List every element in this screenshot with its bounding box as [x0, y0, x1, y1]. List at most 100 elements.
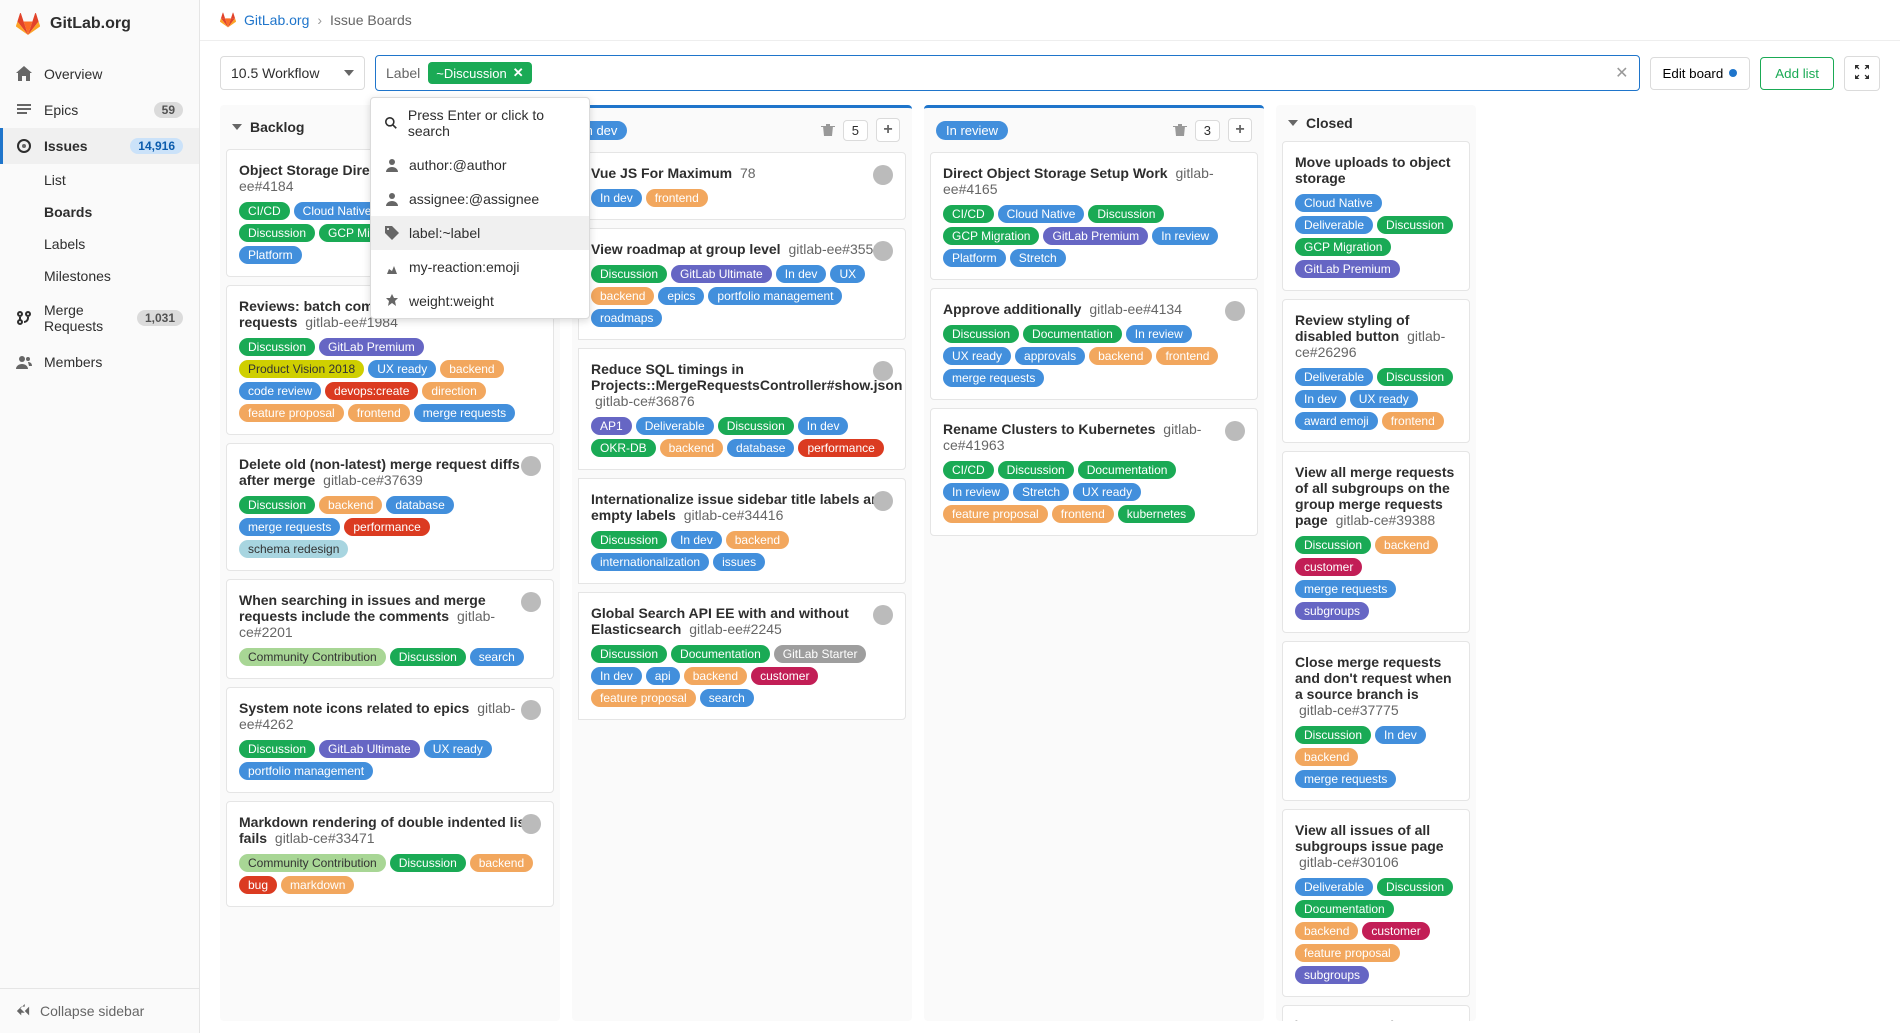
- issue-label[interactable]: backend: [470, 854, 533, 872]
- collapse-sidebar-button[interactable]: Collapse sidebar: [0, 988, 199, 1033]
- issue-label[interactable]: UX ready: [368, 360, 436, 378]
- issue-label[interactable]: frontend: [348, 404, 410, 422]
- issue-card[interactable]: Internationalize issue sidebar title lab…: [578, 478, 906, 584]
- trash-icon[interactable]: [821, 123, 835, 137]
- edit-board-button[interactable]: Edit board: [1650, 57, 1751, 90]
- issue-label[interactable]: backend: [1089, 347, 1152, 365]
- dropdown-item-assignee[interactable]: assignee:@assignee: [371, 182, 589, 216]
- issue-label[interactable]: UX: [830, 265, 865, 283]
- issue-label[interactable]: Discussion: [239, 740, 315, 758]
- issue-label[interactable]: customer: [751, 667, 818, 685]
- issue-label[interactable]: Discussion: [1377, 216, 1453, 234]
- issue-label[interactable]: backend: [1375, 536, 1438, 554]
- sidebar-subitem-milestones[interactable]: Milestones: [44, 260, 199, 292]
- issue-label[interactable]: Documentation: [1023, 325, 1122, 343]
- dropdown-search-hint[interactable]: Press Enter or click to search: [371, 98, 589, 148]
- issue-card[interactable]: When searching in issues and merge reque…: [226, 579, 554, 679]
- issue-card[interactable]: View all merge requests of all subgroups…: [1282, 451, 1470, 633]
- issue-label[interactable]: Community Contribution: [239, 648, 386, 666]
- issue-card[interactable]: Rename Clusters to Kubernetes gitlab-ce#…: [930, 408, 1258, 536]
- issue-label[interactable]: issues: [713, 553, 765, 571]
- issue-label[interactable]: backend: [440, 360, 503, 378]
- issue-label[interactable]: Community Contribution: [239, 854, 386, 872]
- issue-label[interactable]: CI/CD: [239, 202, 290, 220]
- issue-label[interactable]: GCP Migration: [1295, 238, 1391, 256]
- issue-label[interactable]: In dev: [591, 189, 642, 207]
- issue-label[interactable]: internationalization: [591, 553, 709, 571]
- issue-label[interactable]: In review: [1152, 227, 1218, 245]
- clear-filters-icon[interactable]: ✕: [1615, 63, 1628, 83]
- issue-label[interactable]: In dev: [776, 265, 827, 283]
- issue-label[interactable]: Discussion: [1295, 536, 1371, 554]
- issue-card[interactable]: Move uploads to object storage Cloud Nat…: [1282, 141, 1470, 291]
- issue-label[interactable]: Platform: [239, 246, 302, 264]
- issue-label[interactable]: subgroups: [1295, 966, 1369, 984]
- issue-label[interactable]: frontend: [1382, 412, 1444, 430]
- issue-label[interactable]: Discussion: [718, 417, 794, 435]
- issue-label[interactable]: search: [470, 648, 524, 666]
- dropdown-item-weight[interactable]: weight:weight: [371, 284, 589, 318]
- issue-label[interactable]: Documentation: [671, 645, 770, 663]
- board-selector-dropdown[interactable]: 10.5 Workflow: [220, 56, 365, 90]
- assignee-avatar[interactable]: [873, 491, 893, 511]
- add-list-button[interactable]: Add list: [1760, 57, 1834, 90]
- sidebar-subitem-labels[interactable]: Labels: [44, 228, 199, 260]
- issue-label[interactable]: feature proposal: [239, 404, 344, 422]
- issue-label[interactable]: backend: [1295, 922, 1358, 940]
- issue-label[interactable]: frontend: [646, 189, 708, 207]
- issue-label[interactable]: backend: [684, 667, 747, 685]
- assignee-avatar[interactable]: [873, 605, 893, 625]
- sidebar-subitem-boards[interactable]: Boards: [44, 196, 199, 228]
- issue-label[interactable]: Discussion: [591, 531, 667, 549]
- assignee-avatar[interactable]: [521, 700, 541, 720]
- issue-label[interactable]: Discussion: [943, 325, 1019, 343]
- column-add-button[interactable]: +: [876, 118, 900, 142]
- fullscreen-button[interactable]: [1844, 56, 1880, 91]
- issue-label[interactable]: merge requests: [239, 518, 340, 536]
- issue-card[interactable]: Review styling of disabled button gitlab…: [1282, 299, 1470, 443]
- issue-label[interactable]: merge requests: [414, 404, 515, 422]
- assignee-avatar[interactable]: [521, 592, 541, 612]
- issue-card[interactable]: View roadmap at group level gitlab-ee#35…: [578, 228, 906, 340]
- assignee-avatar[interactable]: [521, 814, 541, 834]
- issue-label[interactable]: performance: [798, 439, 883, 457]
- issue-label[interactable]: backend: [591, 287, 654, 305]
- issue-label[interactable]: GitLab Premium: [1295, 260, 1400, 278]
- issue-label[interactable]: Discussion: [390, 648, 466, 666]
- issue-label[interactable]: Discussion: [1295, 726, 1371, 744]
- issue-label[interactable]: portfolio management: [239, 762, 373, 780]
- filter-search-bar[interactable]: Label ~Discussion ✕ ✕: [375, 55, 1640, 91]
- issue-label[interactable]: feature proposal: [943, 505, 1048, 523]
- issue-label[interactable]: Discussion: [1377, 368, 1453, 386]
- issue-label[interactable]: Discussion: [591, 645, 667, 663]
- remove-filter-icon[interactable]: ✕: [513, 65, 524, 81]
- issue-label[interactable]: GitLab Ultimate: [319, 740, 420, 758]
- issue-card[interactable]: System note icons related to epics gitla…: [226, 687, 554, 793]
- issue-label[interactable]: award emoji: [1295, 412, 1378, 430]
- column-body[interactable]: Move uploads to object storage Cloud Nat…: [1276, 141, 1476, 1021]
- issue-label[interactable]: Product Vision 2018: [239, 360, 364, 378]
- issue-label[interactable]: GitLab Starter: [774, 645, 867, 663]
- issue-label[interactable]: code review: [239, 382, 321, 400]
- issue-label[interactable]: AP1: [591, 417, 632, 435]
- issue-label[interactable]: OKR-DB: [591, 439, 656, 457]
- issue-label[interactable]: Discussion: [390, 854, 466, 872]
- issue-card[interactable]: Markdown rendering of double indented li…: [226, 801, 554, 907]
- sidebar-item-epics[interactable]: Epics 59: [0, 92, 199, 128]
- issue-label[interactable]: Discussion: [998, 461, 1074, 479]
- issue-card[interactable]: View all issues of all subgroups issue p…: [1282, 809, 1470, 997]
- issue-label[interactable]: CI/CD: [943, 461, 994, 479]
- dropdown-item-reaction[interactable]: my-reaction:emoji: [371, 250, 589, 284]
- issue-label[interactable]: backend: [660, 439, 723, 457]
- caret-down-icon[interactable]: [232, 124, 242, 130]
- issue-label[interactable]: database: [727, 439, 794, 457]
- issue-label[interactable]: direction: [422, 382, 485, 400]
- issue-label[interactable]: feature proposal: [1295, 944, 1400, 962]
- issue-card[interactable]: Reduce SQL timings in Projects::MergeReq…: [578, 348, 906, 470]
- issue-label[interactable]: Deliverable: [1295, 216, 1373, 234]
- issue-label[interactable]: api: [646, 667, 680, 685]
- issue-label[interactable]: Platform: [943, 249, 1006, 267]
- sidebar-subitem-list[interactable]: List: [44, 164, 199, 196]
- issue-label[interactable]: CI/CD: [943, 205, 994, 223]
- assignee-avatar[interactable]: [1225, 301, 1245, 321]
